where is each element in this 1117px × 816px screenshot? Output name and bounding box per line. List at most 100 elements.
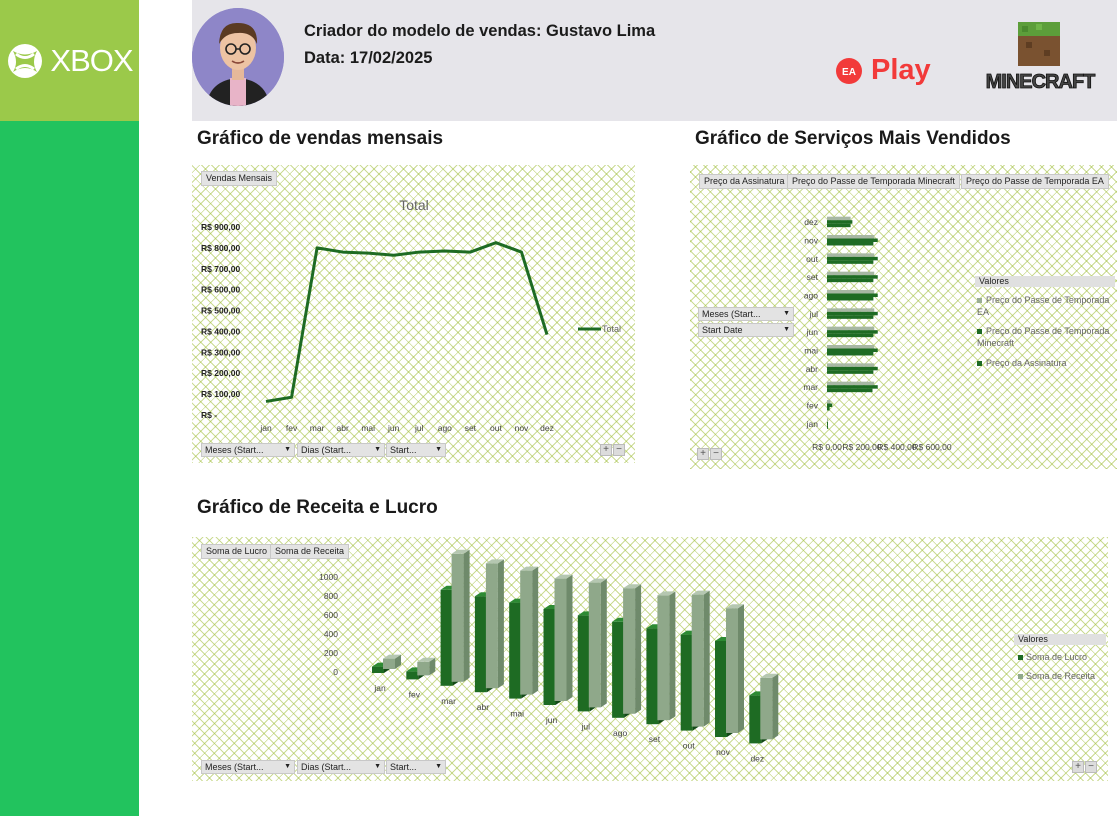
xbox-logo: XBOX <box>0 0 139 121</box>
column-lucro <box>406 671 419 680</box>
x-tick-label: ago <box>613 728 627 738</box>
x-tick-label: R$ 600,00 <box>912 442 951 452</box>
bar-1 <box>827 311 878 316</box>
filter-meses[interactable]: Meses (Start... ▼ <box>698 307 794 321</box>
y-category-label: mai <box>804 346 818 356</box>
column-side <box>497 559 504 689</box>
column-top <box>417 657 436 662</box>
legend-swatch <box>977 361 982 366</box>
y-tick-label: R$ 200,00 <box>201 368 240 378</box>
monthly-sales-chart[interactable]: Vendas Mensais Total R$ - R$ 100,00 R$ 200,… <box>192 165 635 463</box>
legend-title: Valores <box>1014 634 1106 645</box>
bar-2 <box>827 370 874 374</box>
column-side <box>395 654 401 669</box>
field-button-vendas-mensais[interactable]: Vendas Mensais <box>201 171 278 186</box>
legend-item-receita: Soma de Receita <box>1018 671 1095 681</box>
legend-swatch <box>1018 674 1023 679</box>
x-tick-label: jun <box>387 423 400 433</box>
x-tick-label: abr <box>336 423 348 433</box>
y-tick-label: R$ 600,00 <box>201 285 240 295</box>
bar-2 <box>827 297 874 301</box>
y-category-label: ago <box>804 291 818 301</box>
bar-2 <box>827 425 828 429</box>
filter-dias[interactable]: Dias (Start... ▼ <box>297 443 385 457</box>
bar-1 <box>827 385 878 389</box>
column-side <box>635 584 642 714</box>
column-top <box>554 574 573 579</box>
column-lucro <box>680 634 693 731</box>
column-top <box>760 673 779 678</box>
filter-start[interactable]: Start... ▼ <box>386 443 446 457</box>
zoom-out-button[interactable]: − <box>710 448 722 460</box>
column-side <box>669 591 676 721</box>
y-category-label: abr <box>806 364 818 374</box>
bar-0 <box>827 216 851 221</box>
zoom-in-button[interactable]: + <box>600 444 612 456</box>
x-tick-label: R$ 400,00 <box>877 442 916 452</box>
header-bar <box>192 0 1117 121</box>
y-tick-label: R$ - <box>201 410 217 420</box>
chevron-down-icon: ▼ <box>435 446 442 453</box>
column-lucro <box>509 602 522 699</box>
bar-1 <box>827 421 828 426</box>
bar-2 <box>827 315 874 319</box>
y-category-label: out <box>806 254 818 264</box>
line-chart-plot: Total R$ - R$ 100,00 R$ 200,00 R$ 300,00 R$ 4… <box>201 197 621 433</box>
bar-0 <box>827 326 875 331</box>
bar-0 <box>827 345 875 349</box>
zoom-in-button[interactable]: + <box>697 448 709 460</box>
filter-meses[interactable]: Meses (Start... ▼ <box>201 760 295 774</box>
column-receita <box>451 553 464 682</box>
zoom-out-button[interactable]: − <box>613 444 625 456</box>
filter-start[interactable]: Start... ▼ <box>386 760 446 774</box>
y-category-label: mar <box>803 382 818 392</box>
y-category-label: jan <box>806 419 819 429</box>
x-tick-label: mai <box>510 709 524 719</box>
bar-1 <box>827 293 878 297</box>
column-receita <box>383 658 395 669</box>
field-button-passe-minecraft[interactable]: Preço do Passe de Temporada Minecraft <box>787 174 960 189</box>
y-tick-label: 1000 <box>319 572 338 582</box>
y-tick-label: R$ 400,00 <box>201 326 240 336</box>
filter-meses[interactable]: Meses (Start... ▼ <box>201 443 295 457</box>
x-tick-label: fev <box>286 423 298 433</box>
column-receita <box>554 578 567 701</box>
sidebar <box>0 0 139 816</box>
bar-2 <box>827 260 874 264</box>
column-receita <box>691 594 704 727</box>
field-button-passe-ea[interactable]: Preço do Passe de Temporada EA <box>961 174 1109 189</box>
x-tick-label: abr <box>477 702 489 712</box>
zoom-out-button[interactable]: − <box>1085 761 1097 773</box>
x-tick-label: set <box>649 734 661 744</box>
column-top <box>623 584 642 589</box>
y-category-label: dez <box>804 217 818 227</box>
column-receita <box>623 588 636 714</box>
y-tick-label: 0 <box>333 667 338 677</box>
legend-swatch <box>977 329 982 334</box>
zoom-in-button[interactable]: + <box>1072 761 1084 773</box>
field-button-soma-receita[interactable]: Soma de Receita <box>270 544 350 559</box>
y-tick-label: 600 <box>324 610 338 620</box>
bar-1 <box>827 403 833 407</box>
section-title-monthly: Gráfico de vendas mensais <box>197 128 444 149</box>
column-lucro <box>715 641 727 737</box>
x-tick-label: nov <box>515 423 529 433</box>
column-top <box>588 578 607 583</box>
services-chart[interactable]: Preço da Assinatura Preço do Passe de Te… <box>690 165 1117 469</box>
bar-1 <box>827 238 878 242</box>
column-receita <box>485 563 498 689</box>
column-top <box>726 604 744 609</box>
x-tick-label: jun <box>545 715 558 725</box>
bar-2 <box>827 223 851 228</box>
x-tick-label: dez <box>540 423 554 433</box>
y-category-label: set <box>807 272 819 282</box>
filter-start-date[interactable]: Start Date ▼ <box>698 323 794 337</box>
series-line-total <box>265 241 549 403</box>
filter-dias[interactable]: Dias (Start... ▼ <box>297 760 385 774</box>
chart-title: Total <box>399 197 429 213</box>
bar-0 <box>827 308 875 312</box>
y-category-label: jul <box>808 309 818 319</box>
x-tick-label: nov <box>716 747 730 757</box>
revenue-profit-chart[interactable]: Soma de Lucro Soma de Receita 0 200 400 600… <box>192 537 1108 781</box>
ea-play-logo: EA Play <box>835 54 931 87</box>
